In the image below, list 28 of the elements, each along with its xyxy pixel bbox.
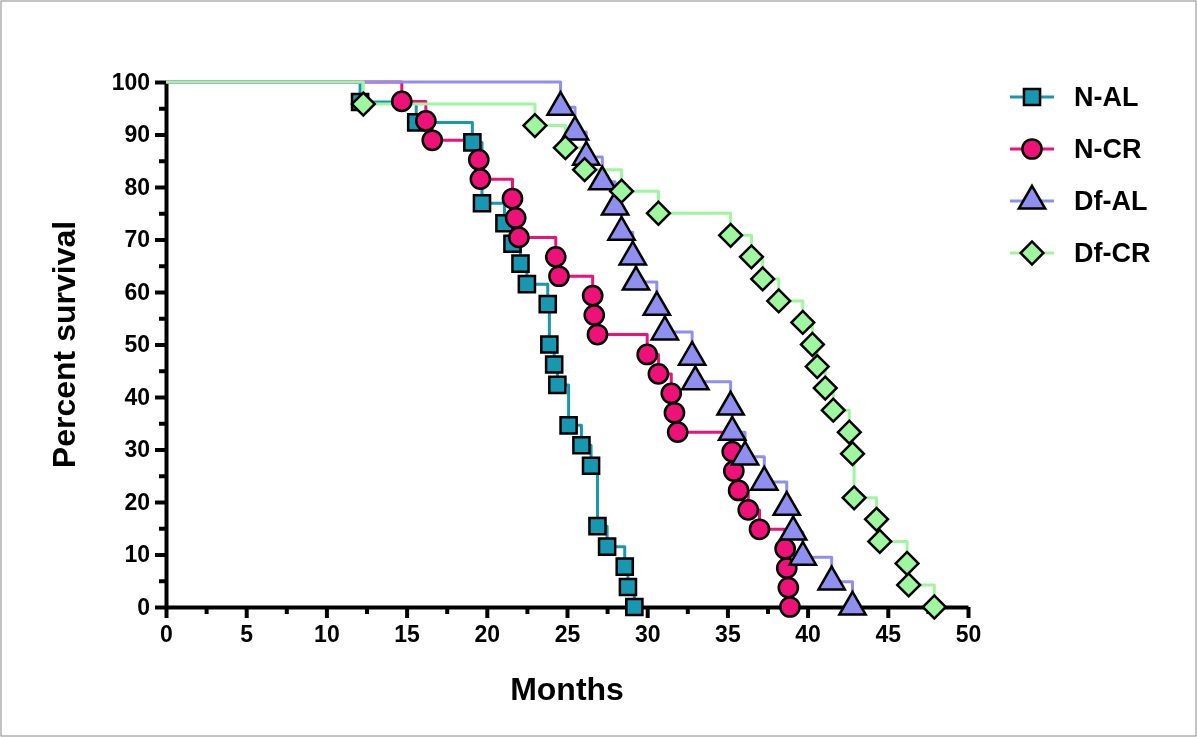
y-tick-label: 50 — [124, 331, 150, 358]
y-tick-label: 40 — [124, 383, 150, 410]
legend-label: N-AL — [1074, 82, 1139, 113]
y-tick-label: 90 — [124, 121, 150, 148]
x-tick-label: 40 — [795, 621, 821, 647]
y-tick-label: 20 — [124, 488, 150, 515]
y-tick-label: 30 — [124, 436, 150, 463]
x-axis-title: Months — [510, 671, 624, 707]
x-tick-label: 30 — [634, 621, 661, 647]
y-tick-label: 80 — [124, 173, 150, 200]
x-tick-label: 20 — [474, 621, 501, 647]
legend-label: Df-AL — [1074, 186, 1148, 217]
x-tick-label: 5 — [240, 621, 254, 647]
x-tick-label: 10 — [314, 621, 340, 647]
x-tick-label: 25 — [554, 621, 581, 647]
legend-label: N-CR — [1074, 134, 1142, 165]
y-tick-label: 70 — [124, 226, 150, 253]
x-tick-label: 15 — [394, 621, 421, 647]
x-tick-label: 50 — [955, 621, 982, 647]
x-tick-label: 35 — [715, 621, 741, 647]
y-tick-label: 100 — [111, 68, 150, 95]
y-tick-label: 0 — [137, 593, 150, 620]
x-tick-label: 45 — [875, 621, 902, 647]
y-tick-label: 10 — [124, 541, 150, 568]
legend-label: Df-CR — [1074, 238, 1151, 269]
y-axis-title: Percent survival — [46, 220, 82, 469]
x-tick-label: 0 — [160, 621, 173, 647]
y-tick-label: 60 — [124, 278, 150, 305]
